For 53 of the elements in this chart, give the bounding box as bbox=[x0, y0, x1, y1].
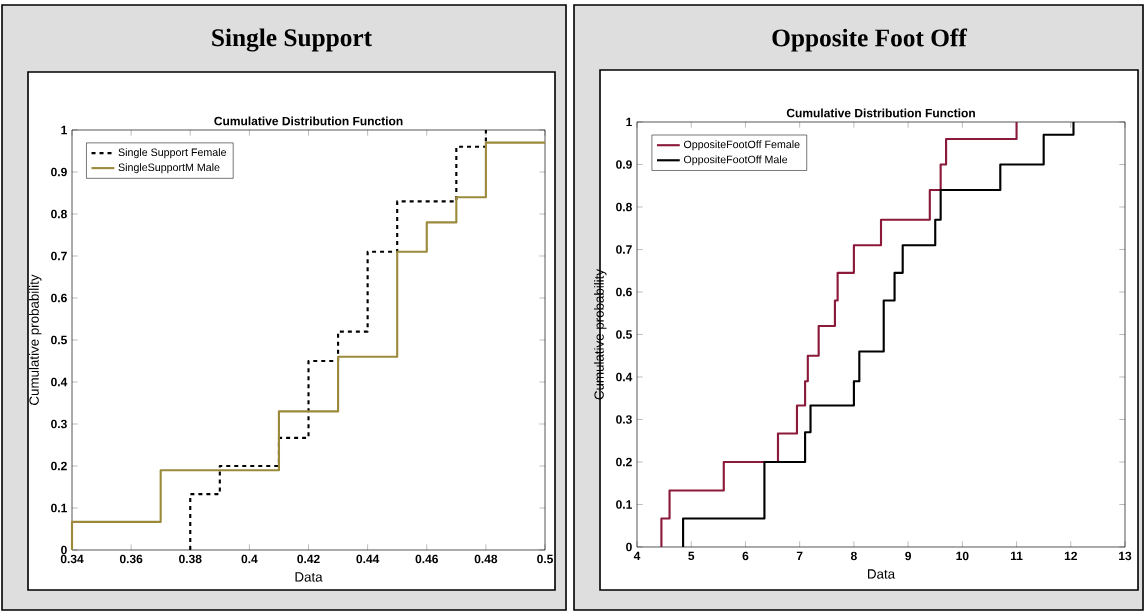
y-tick-label: 1 bbox=[626, 117, 632, 127]
y-tick-label: 0.7 bbox=[51, 251, 67, 261]
y-tick-label: 0.4 bbox=[51, 377, 68, 387]
legend-label: OppositeFootOff Male bbox=[683, 155, 788, 166]
y-tick-label: 0.4 bbox=[616, 372, 633, 382]
y-tick-label: 0.2 bbox=[616, 457, 632, 467]
x-tick-label: 0.48 bbox=[474, 554, 498, 564]
x-tick-label: 10 bbox=[956, 551, 969, 561]
y-tick-label: 0.5 bbox=[51, 335, 67, 345]
chart-subtitle: Cumulative Distribution Function bbox=[214, 116, 403, 126]
chart-subtitle: Cumulative Distribution Function bbox=[786, 108, 975, 118]
x-tick-label: 8 bbox=[850, 551, 857, 561]
x-tick-label: 0.44 bbox=[356, 554, 380, 564]
y-tick-label: 0.9 bbox=[51, 167, 67, 177]
x-tick-label: 6 bbox=[742, 551, 749, 561]
y-tick-label: 0.9 bbox=[616, 160, 632, 169]
y-axis-title: Cumulative probability bbox=[594, 268, 607, 400]
x-axis-title: Data bbox=[295, 572, 323, 582]
y-axis-title: Cumulative probability bbox=[29, 274, 42, 405]
x-tick-label: 9 bbox=[905, 551, 912, 561]
x-tick-label: 0.36 bbox=[119, 554, 143, 564]
y-tick-label: 1 bbox=[61, 125, 67, 135]
y-tick-label: 0.7 bbox=[616, 245, 632, 254]
y-tick-label: 0 bbox=[626, 542, 632, 552]
y-tick-label: 0.1 bbox=[51, 503, 67, 513]
legend-label: SingleSupportM Male bbox=[118, 163, 220, 174]
y-tick-label: 0.6 bbox=[51, 293, 67, 303]
y-tick-label: 0.1 bbox=[616, 500, 632, 509]
x-tick-label: 0.38 bbox=[179, 554, 202, 564]
x-tick-label: 5 bbox=[688, 551, 695, 561]
x-tick-label: 0.34 bbox=[60, 554, 84, 564]
x-tick-label: 4 bbox=[633, 551, 641, 560]
x-tick-label: 12 bbox=[1064, 551, 1077, 561]
y-tick-label: 0.3 bbox=[616, 415, 632, 424]
chart-title: Single Support bbox=[212, 28, 372, 52]
chart-title: Opposite Foot Off bbox=[772, 28, 968, 52]
x-tick-label: 0.46 bbox=[415, 554, 438, 564]
y-tick-label: 0.8 bbox=[51, 209, 67, 219]
x-tick-label: 11 bbox=[1010, 551, 1023, 560]
y-tick-label: 0.3 bbox=[51, 419, 67, 429]
x-tick-label: 13 bbox=[1119, 551, 1132, 561]
x-tick-label: 7 bbox=[796, 551, 803, 560]
y-tick-label: 0.5 bbox=[616, 330, 632, 339]
legend-label: OppositeFootOff Female bbox=[683, 140, 800, 151]
y-tick-label: 0.6 bbox=[616, 287, 632, 297]
y-tick-label: 0.2 bbox=[51, 461, 67, 471]
x-tick-label: 0.42 bbox=[297, 554, 320, 564]
y-tick-label: 0 bbox=[61, 545, 67, 555]
x-axis-title: Data bbox=[868, 569, 896, 579]
y-tick-label: 0.8 bbox=[616, 202, 632, 212]
legend-label: Single Support Female bbox=[118, 148, 227, 159]
x-tick-label: 0.5 bbox=[537, 554, 554, 564]
x-tick-label: 0.4 bbox=[241, 554, 258, 564]
